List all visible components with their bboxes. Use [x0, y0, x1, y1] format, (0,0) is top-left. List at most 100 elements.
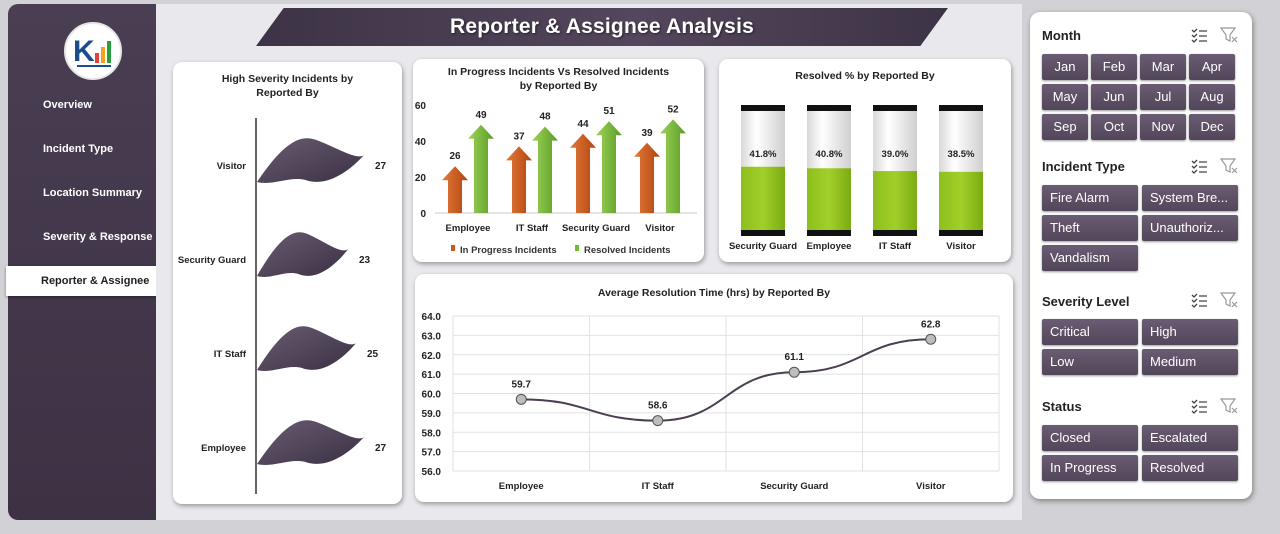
- category-label: Visitor: [217, 161, 247, 172]
- flag-bar-security-guard: [257, 232, 349, 277]
- flag-bar-employee: [257, 420, 365, 465]
- y-tick-label: 57.0: [422, 448, 442, 459]
- data-label: 39.0%: [882, 149, 909, 160]
- data-label: 27: [375, 161, 387, 172]
- slicer-panel: Month Jan Feb Mar Apr May Jun Jul Aug Sep Oct Nov D…: [1030, 12, 1252, 499]
- data-label: 40.8%: [816, 149, 843, 160]
- clear-filter-icon[interactable]: [1220, 157, 1238, 175]
- data-label: 38.5%: [948, 149, 975, 160]
- multi-select-icon[interactable]: [1190, 26, 1208, 44]
- flag-bar-visitor: [257, 138, 365, 183]
- severity-option-high[interactable]: High: [1142, 319, 1238, 345]
- month-option-jan[interactable]: Jan: [1042, 54, 1088, 80]
- in-progress-arrow-employee: [442, 166, 468, 213]
- clear-filter-icon[interactable]: [1220, 397, 1238, 415]
- data-label: 26: [449, 151, 461, 162]
- resolved-arrow-it-staff: [532, 126, 558, 213]
- tube-cap-top: [939, 105, 983, 111]
- severity-option-low[interactable]: Low: [1042, 349, 1138, 375]
- month-option-may[interactable]: May: [1042, 84, 1088, 110]
- avg-resolution-card: Average Resolution Time (hrs) by Reporte…: [415, 274, 1013, 502]
- sidebar-item-reporter-assignee[interactable]: Reporter & Assignee: [6, 266, 166, 296]
- sidebar-item-severity-response[interactable]: Severity & Response: [43, 231, 153, 243]
- legend-label: In Progress Incidents: [460, 245, 557, 256]
- svg-text:K: K: [73, 35, 95, 68]
- sidebar-item-overview[interactable]: Overview: [43, 99, 92, 111]
- severity-option-critical[interactable]: Critical: [1042, 319, 1138, 345]
- data-label: 48: [539, 112, 551, 123]
- month-option-apr[interactable]: Apr: [1189, 54, 1235, 80]
- month-option-feb[interactable]: Feb: [1091, 54, 1137, 80]
- progress-resolved-chart: 0 20 40 60 26 49 Employee 37 48 IT Staff 44 51 Secur…: [415, 101, 697, 256]
- data-label: 39: [641, 128, 653, 139]
- data-label: 37: [513, 131, 525, 142]
- month-option-mar[interactable]: Mar: [1140, 54, 1186, 80]
- avg-resolution-chart: 64.0 63.0 62.0 61.0 60.0 59.0 58.0 57.0 56.0 59.7…: [422, 312, 1000, 492]
- incident-type-slicer-title: Incident Type: [1042, 159, 1125, 174]
- x-tick-label: Security Guard: [760, 481, 828, 492]
- tube-cap-top: [741, 105, 785, 111]
- chart-title: In Progress Incidents Vs Resolved Incide…: [447, 66, 670, 92]
- status-option-in-progress[interactable]: In Progress: [1042, 455, 1138, 481]
- x-tick-label: Visitor: [946, 241, 976, 252]
- status-option-resolved[interactable]: Resolved: [1142, 455, 1238, 481]
- legend-swatch-in-progress: [451, 245, 455, 251]
- y-tick-label: 60.0: [422, 390, 442, 401]
- multi-select-icon[interactable]: [1190, 157, 1208, 175]
- data-label: 23: [359, 255, 371, 266]
- company-logo: K: [64, 22, 122, 80]
- tube-cap-bottom: [873, 230, 917, 236]
- chart-title: Resolved % by Reported By: [795, 70, 935, 82]
- data-label: 44: [577, 119, 589, 130]
- chart-title: High Severity Incidents by Reported By: [221, 73, 354, 99]
- incident-type-option-vandalism[interactable]: Vandalism: [1042, 245, 1138, 271]
- incident-type-option-theft[interactable]: Theft: [1042, 215, 1138, 241]
- month-option-jun[interactable]: Jun: [1091, 84, 1137, 110]
- tube-cap-bottom: [741, 230, 785, 236]
- data-label: 58.6: [648, 401, 668, 412]
- y-tick-label: 62.0: [422, 351, 442, 362]
- tube-cap-top: [873, 105, 917, 111]
- data-point-employee: [515, 393, 527, 405]
- legend-label: Resolved Incidents: [584, 245, 671, 256]
- data-label: 61.1: [785, 352, 805, 363]
- y-tick-label: 60: [415, 101, 427, 112]
- multi-select-icon[interactable]: [1190, 291, 1208, 309]
- data-label: 51: [603, 106, 615, 117]
- month-option-aug[interactable]: Aug: [1189, 84, 1235, 110]
- multi-select-icon[interactable]: [1190, 397, 1208, 415]
- month-option-nov[interactable]: Nov: [1140, 114, 1186, 140]
- sidebar-item-location-summary[interactable]: Location Summary: [43, 187, 143, 199]
- high-severity-chart: Visitor 27 Security Guard 23 IT Staff 25 Emplo…: [178, 118, 387, 494]
- tube-cap-bottom: [807, 230, 851, 236]
- tube-fill-employee: [807, 168, 851, 231]
- x-tick-label: Security Guard: [562, 223, 630, 234]
- tube-fill-security-guard: [741, 166, 785, 231]
- in-progress-arrow-visitor: [634, 142, 660, 213]
- page-title: Reporter & Assignee Analysis: [450, 15, 754, 38]
- incident-type-option-unauthoriz[interactable]: Unauthoriz...: [1142, 215, 1238, 241]
- x-tick-label: Security Guard: [729, 241, 797, 252]
- sidebar-item-incident-type[interactable]: Incident Type: [43, 143, 114, 155]
- logo-icon: K: [73, 35, 111, 68]
- month-option-jul[interactable]: Jul: [1140, 84, 1186, 110]
- clear-filter-icon[interactable]: [1220, 26, 1238, 44]
- y-tick-label: 0: [420, 209, 426, 220]
- status-option-closed[interactable]: Closed: [1042, 425, 1138, 451]
- tube-cap-top: [807, 105, 851, 111]
- data-label: 41.8%: [750, 149, 777, 160]
- month-option-oct[interactable]: Oct: [1091, 114, 1137, 140]
- severity-option-medium[interactable]: Medium: [1142, 349, 1238, 375]
- x-tick-label: IT Staff: [879, 241, 912, 252]
- in-progress-arrow-it-staff: [506, 146, 532, 213]
- month-option-sep[interactable]: Sep: [1042, 114, 1088, 140]
- data-point-security-guard: [788, 366, 800, 378]
- incident-type-option-fire-alarm[interactable]: Fire Alarm: [1042, 185, 1138, 211]
- clear-filter-icon[interactable]: [1220, 291, 1238, 309]
- status-option-escalated[interactable]: Escalated: [1142, 425, 1238, 451]
- data-label: 52: [667, 104, 679, 115]
- incident-type-option-system-bre[interactable]: System Bre...: [1142, 185, 1238, 211]
- x-tick-label: Employee: [446, 223, 491, 234]
- data-label: 27: [375, 443, 387, 454]
- month-option-dec[interactable]: Dec: [1189, 114, 1235, 140]
